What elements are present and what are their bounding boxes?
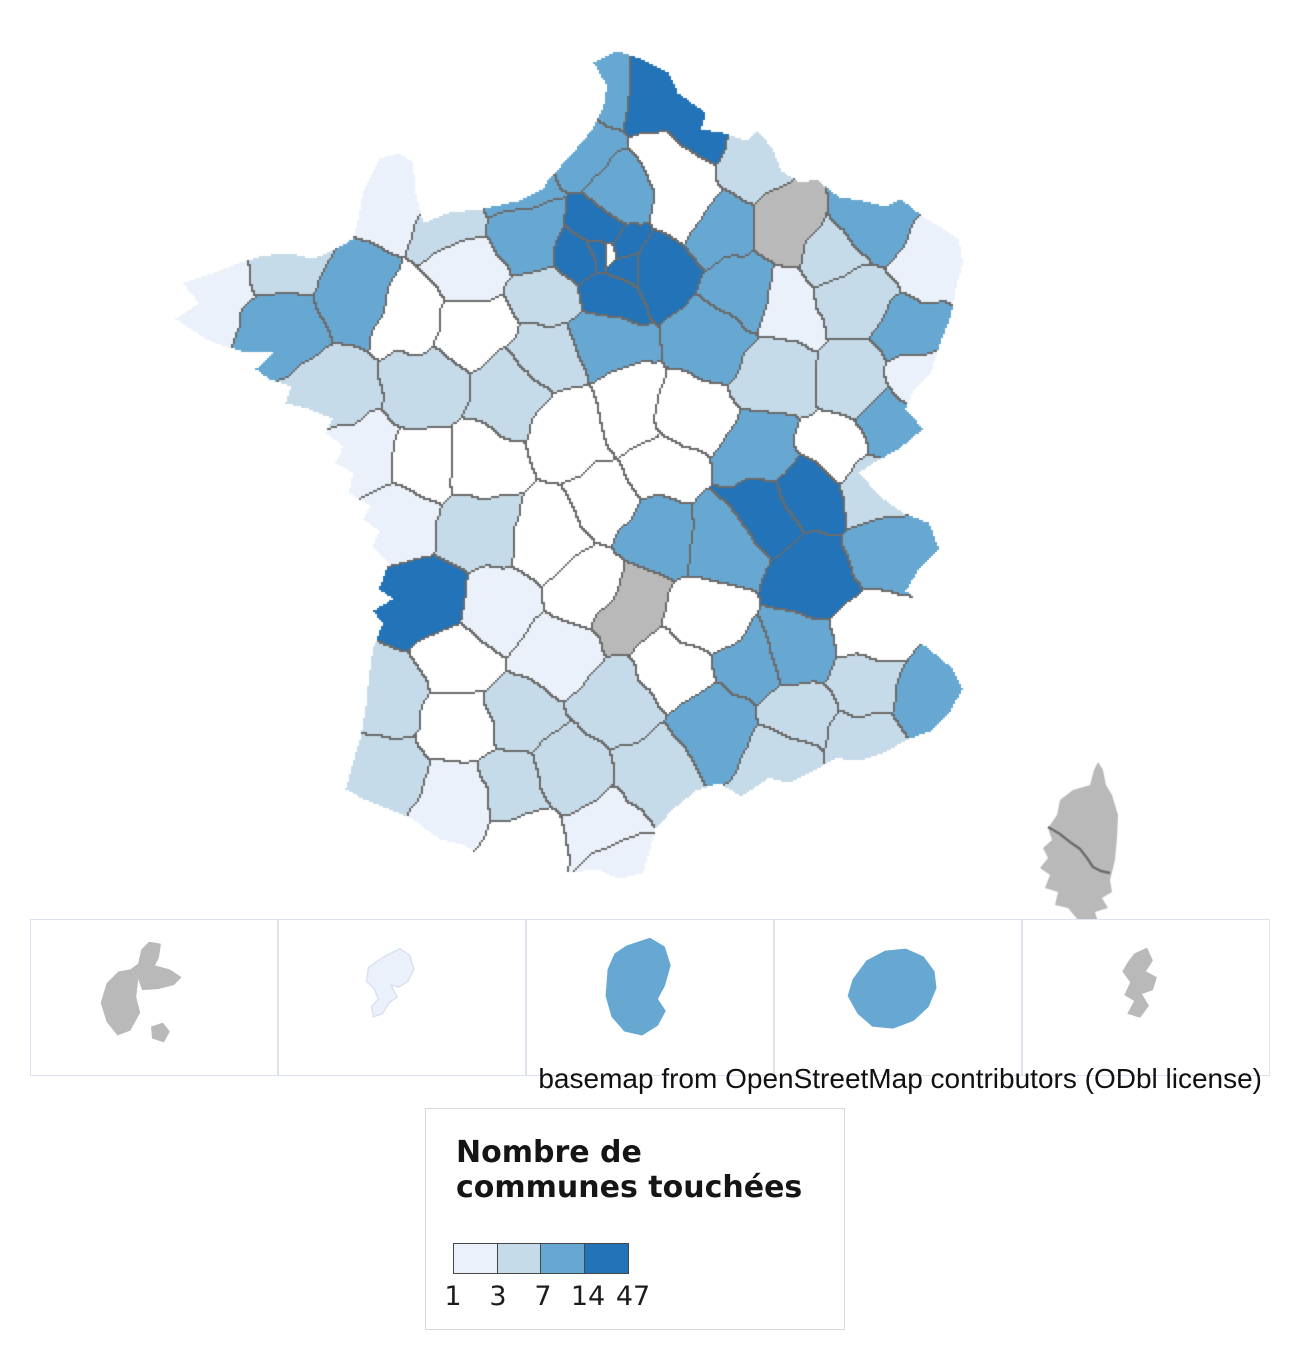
inset-territory-shape — [100, 941, 182, 1043]
legend-swatch-3 — [540, 1243, 585, 1274]
legend-swatch-4 — [583, 1243, 629, 1274]
inset-territory-shape — [1122, 947, 1157, 1018]
legend-break-0: 1 — [444, 1281, 462, 1312]
legend-title: Nombre de communes touchées — [456, 1135, 803, 1206]
legend-swatches — [453, 1243, 629, 1274]
inset-box-guyane — [526, 919, 774, 1076]
legend-break-4: 47 — [615, 1281, 651, 1312]
inset-box-mayotte — [1022, 919, 1270, 1076]
inset-box-runion — [774, 919, 1022, 1076]
legend-break-3: 14 — [570, 1281, 606, 1312]
inset-box-martinique — [278, 919, 526, 1076]
legend-swatch-2 — [496, 1243, 542, 1274]
inset-territory-shape — [605, 937, 671, 1036]
legend-break-2: 7 — [534, 1281, 552, 1312]
inset-territory-shape — [365, 947, 415, 1018]
france-choropleth-canvas — [0, 0, 1298, 940]
inset-territory-shape — [847, 948, 937, 1029]
legend-break-labels: 1 3 7 14 47 — [444, 1281, 693, 1315]
legend-break-1: 3 — [489, 1281, 507, 1312]
attribution-text: basemap from OpenStreetMap contributors … — [538, 1063, 1262, 1094]
inset-box-guadeloupe — [30, 919, 278, 1076]
legend-swatch-1 — [453, 1243, 498, 1274]
legend-box: Nombre de communes touchées 1 3 7 14 47 — [425, 1108, 845, 1330]
